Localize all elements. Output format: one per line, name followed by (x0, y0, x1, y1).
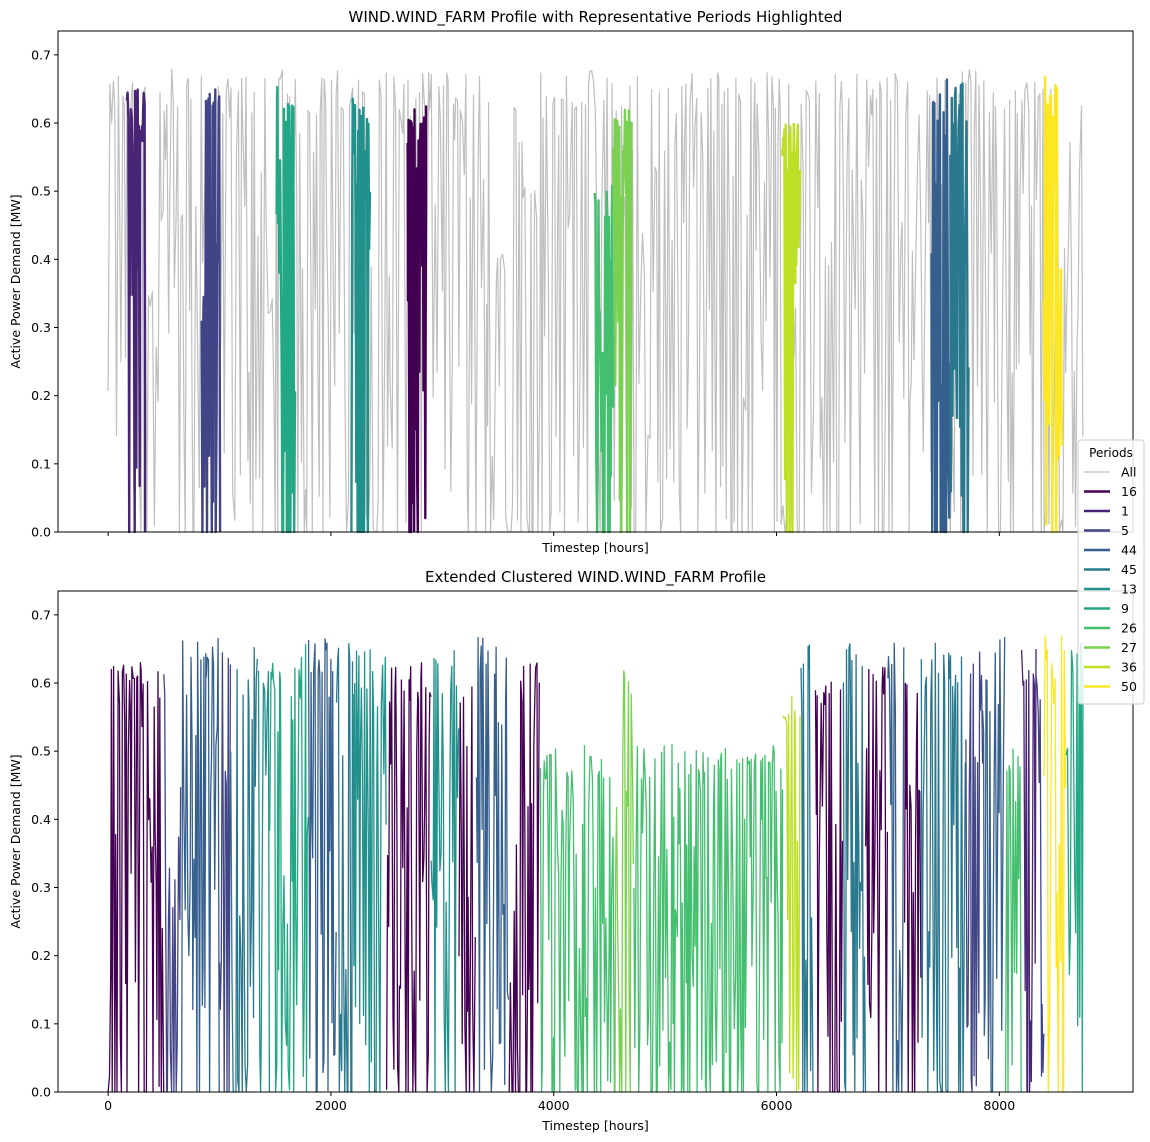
y-tick-label: 0.6 (31, 676, 51, 691)
segment-line-27-period-44 (983, 637, 1005, 1092)
x-tick-label: 8000 (983, 1098, 1015, 1113)
y-tick-label: 0.3 (31, 880, 51, 895)
segment-line-31-period-50 (1044, 636, 1066, 1092)
segment-line-1-period-5 (164, 674, 181, 1092)
legend-label-9: 9 (1121, 601, 1129, 616)
legend: Periods All 16 1 5 44 45 13 9 26 27 36 50 (1078, 440, 1144, 704)
segment-line-25-period-45 (921, 643, 965, 1092)
y-tick-label: 0.7 (31, 607, 51, 622)
period-line-5 (202, 89, 220, 532)
y-tick-label: 0.1 (31, 1016, 51, 1031)
bottom-plot-series (108, 636, 1083, 1092)
y-tick-label: 0.5 (31, 744, 51, 759)
top-plot-x-label: Timestep [hours] (541, 540, 649, 555)
bottom-plot: Extended Clustered WIND.WIND_FARM Profil… (8, 568, 1133, 1133)
segment-line-32-period-9 (1066, 643, 1083, 1092)
y-tick-label: 0.1 (31, 456, 51, 471)
y-tick-label: 0.2 (31, 388, 51, 403)
x-tick-label: 4000 (538, 1098, 570, 1113)
segment-line-15-period-26 (540, 746, 614, 1092)
legend-title: Periods (1089, 446, 1133, 460)
top-plot-y-ticks: 0.0 0.1 0.2 0.3 0.4 0.5 0.6 0.7 (31, 47, 58, 539)
legend-label-5: 5 (1121, 523, 1129, 538)
segment-line-18-period-36 (783, 696, 800, 1092)
segment-line-17-period-26 (634, 745, 783, 1093)
segment-line-8-period-45 (337, 644, 353, 1092)
legend-label-44: 44 (1121, 543, 1137, 558)
segment-line-3-period-5 (220, 653, 231, 1092)
x-tick-label: 6000 (761, 1098, 793, 1113)
segment-line-22-period-16 (866, 667, 888, 1092)
segment-line-23-period-44 (888, 643, 904, 1092)
legend-label-45: 45 (1121, 562, 1137, 577)
legend-label-16: 16 (1121, 484, 1137, 499)
top-plot-y-label: Active Power Demand [MW] (8, 194, 23, 368)
segment-line-20-period-16 (816, 682, 843, 1092)
bottom-plot-y-ticks: 0.0 0.1 0.2 0.3 0.4 0.5 0.6 0.7 (31, 607, 58, 1099)
period-line-44 (932, 80, 951, 532)
y-tick-label: 0.0 (31, 1085, 51, 1100)
segment-line-7-period-44 (309, 639, 337, 1092)
period-line-27 (613, 110, 631, 532)
segment-line-19-period-45 (801, 645, 814, 1092)
legend-label-1: 1 (1121, 504, 1129, 519)
segment-line-30-period-5 (1036, 676, 1044, 1076)
bottom-plot-x-label: Timestep [hours] (541, 1118, 649, 1133)
bottom-plot-title: Extended Clustered WIND.WIND_FARM Profil… (425, 568, 766, 587)
bottom-plot-x-ticks: 0 2000 4000 6000 8000 (104, 1092, 1015, 1113)
segment-line-10-period-16 (387, 663, 432, 1092)
period-line-16 (408, 106, 427, 533)
top-plot: WIND.WIND_FARM Profile with Representati… (8, 8, 1133, 555)
segment-line-11-period-13 (431, 651, 459, 1092)
x-tick-label: 2000 (315, 1098, 347, 1113)
y-tick-label: 0.4 (31, 812, 51, 827)
segment-line-5-period-13 (259, 671, 270, 1092)
segment-line-28-period-26 (1005, 749, 1021, 1092)
segment-line-12-period-16 (459, 687, 475, 1092)
y-tick-label: 0.7 (31, 47, 51, 62)
segment-line-24-period-16 (905, 683, 921, 1092)
legend-label-26: 26 (1121, 621, 1137, 636)
segment-line-26-period-5 (966, 652, 983, 1092)
top-plot-series (108, 69, 1083, 532)
segment-line-21-period-45 (843, 644, 865, 1092)
legend-label-27: 27 (1121, 640, 1137, 655)
segment-line-14-period-16 (509, 663, 539, 1092)
y-tick-label: 0.2 (31, 948, 51, 963)
segment-line-0-period-16 (108, 663, 164, 1092)
period-line-26 (595, 186, 614, 532)
segment-line-13-period-44 (476, 638, 509, 1093)
segment-line-6-period-9 (270, 645, 309, 1092)
legend-label-36: 36 (1121, 660, 1137, 675)
x-tick-label: 0 (104, 1098, 112, 1113)
segment-line-4-period-45 (231, 648, 258, 1092)
bottom-plot-y-label: Active Power Demand [MW] (8, 754, 23, 928)
y-tick-label: 0.4 (31, 252, 51, 267)
top-plot-x-ticks (108, 532, 999, 536)
y-tick-label: 0.3 (31, 320, 51, 335)
y-tick-label: 0.0 (31, 525, 51, 540)
y-tick-label: 0.6 (31, 116, 51, 131)
period-line-9 (277, 87, 295, 532)
segment-line-29-period-1 (1022, 649, 1036, 1092)
y-tick-label: 0.5 (31, 184, 51, 199)
segment-line-9-period-13 (353, 650, 386, 1092)
legend-label-50: 50 (1121, 679, 1137, 694)
segment-line-2-period-44 (182, 638, 220, 1092)
legend-label-all: All (1121, 465, 1137, 480)
top-plot-title: WIND.WIND_FARM Profile with Representati… (349, 8, 843, 27)
segment-line-16-period-27 (615, 671, 633, 1092)
legend-label-13: 13 (1121, 582, 1137, 597)
